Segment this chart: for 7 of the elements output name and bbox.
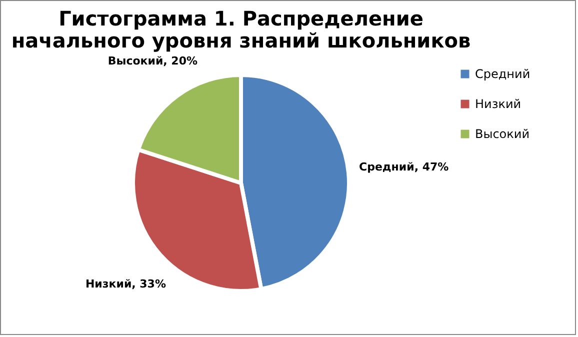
data-label: Низкий, 33% — [85, 278, 166, 291]
chart-title: Гистограмма 1. Распределение начального уровня знаний школьников — [11, 6, 471, 52]
data-label: Средний, 47% — [359, 160, 449, 174]
legend-label: Низкий — [475, 97, 522, 111]
data-label: Высокий, 20% — [108, 54, 198, 68]
legend-label: Средний — [475, 67, 530, 81]
legend-label: Высокий — [475, 127, 530, 141]
